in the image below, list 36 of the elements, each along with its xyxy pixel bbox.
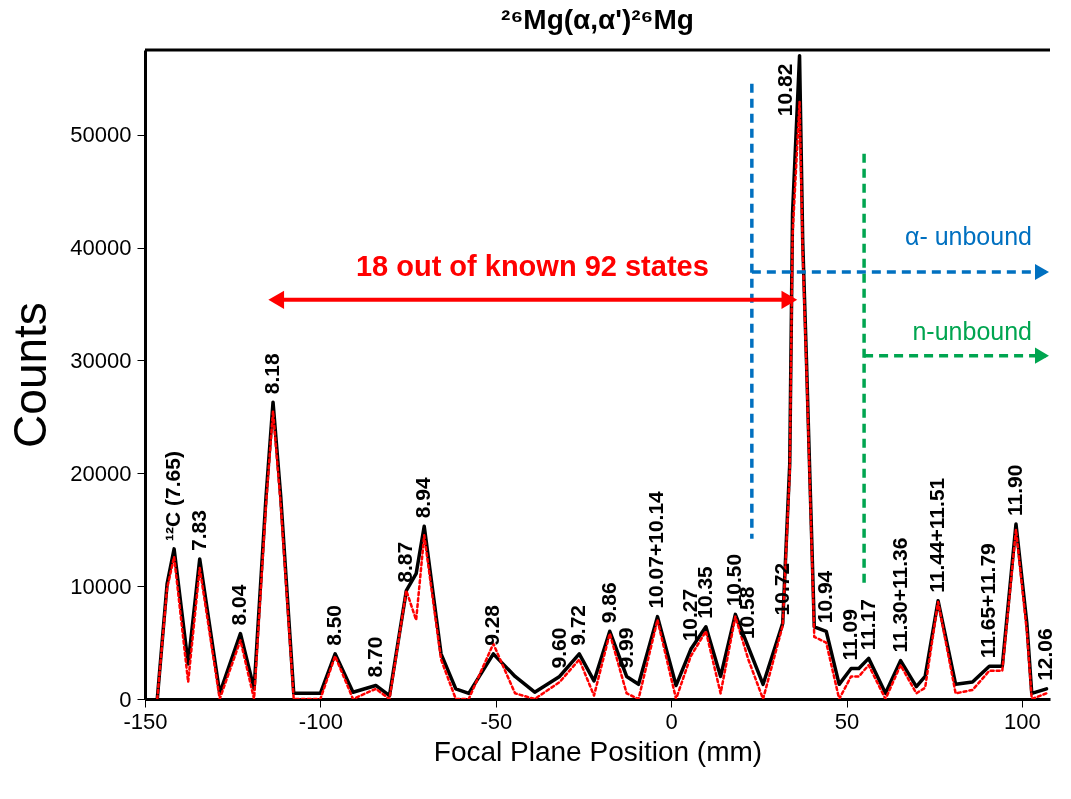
annotation: 18 out of known 92 states (355, 250, 709, 283)
x-tick-label: 50 (834, 708, 860, 734)
annotation: 11.09 (838, 609, 862, 661)
y-tick-label: 40000 (70, 235, 132, 261)
annotation: 10.82 (772, 63, 796, 117)
annotation: 11.30+11.36 (887, 537, 911, 653)
annotation: 12.06 (1033, 628, 1057, 681)
annotation: ¹²C (7.65) (161, 451, 185, 541)
annotation: 8.70 (362, 636, 386, 678)
y-tick-label: 30000 (70, 347, 132, 373)
annotation: 9.28 (480, 604, 504, 646)
y-tick-label: 10000 (70, 573, 132, 599)
annotation: 9.86 (596, 582, 620, 624)
ref-line-label: n-unbound (912, 317, 1032, 346)
annotation: 8.18 (260, 352, 284, 395)
x-tick-label: 0 (665, 708, 678, 734)
ref-line-label: α- unbound (904, 221, 1032, 250)
x-tick-label: -50 (480, 708, 513, 734)
chart-title: ²⁶Mg(α,α')²⁶Mg (501, 3, 694, 35)
annotation: 11.90 (1002, 464, 1026, 517)
annotation: 7.83 (186, 510, 210, 552)
x-tick-label: -100 (298, 708, 343, 734)
annotation: 10.94 (813, 570, 837, 624)
annotation: 8.04 (227, 584, 251, 626)
annotation: 11.65+11.79 (976, 543, 1000, 659)
y-tick-label: 20000 (70, 460, 132, 486)
annotation: 11.44+11.51 (925, 477, 949, 593)
annotation: 8.50 (322, 604, 346, 646)
annotation: 8.87 (393, 541, 417, 583)
annotation: 10.07+10.14 (644, 490, 668, 609)
y-tick-label: 50000 (70, 122, 132, 148)
annotation: 8.94 (411, 477, 435, 519)
x-tick-label: 100 (1004, 708, 1041, 734)
y-axis-title: Counts (4, 302, 57, 448)
annotation: 10.72 (769, 562, 793, 616)
x-axis-title: Focal Plane Position (mm) (433, 735, 763, 767)
